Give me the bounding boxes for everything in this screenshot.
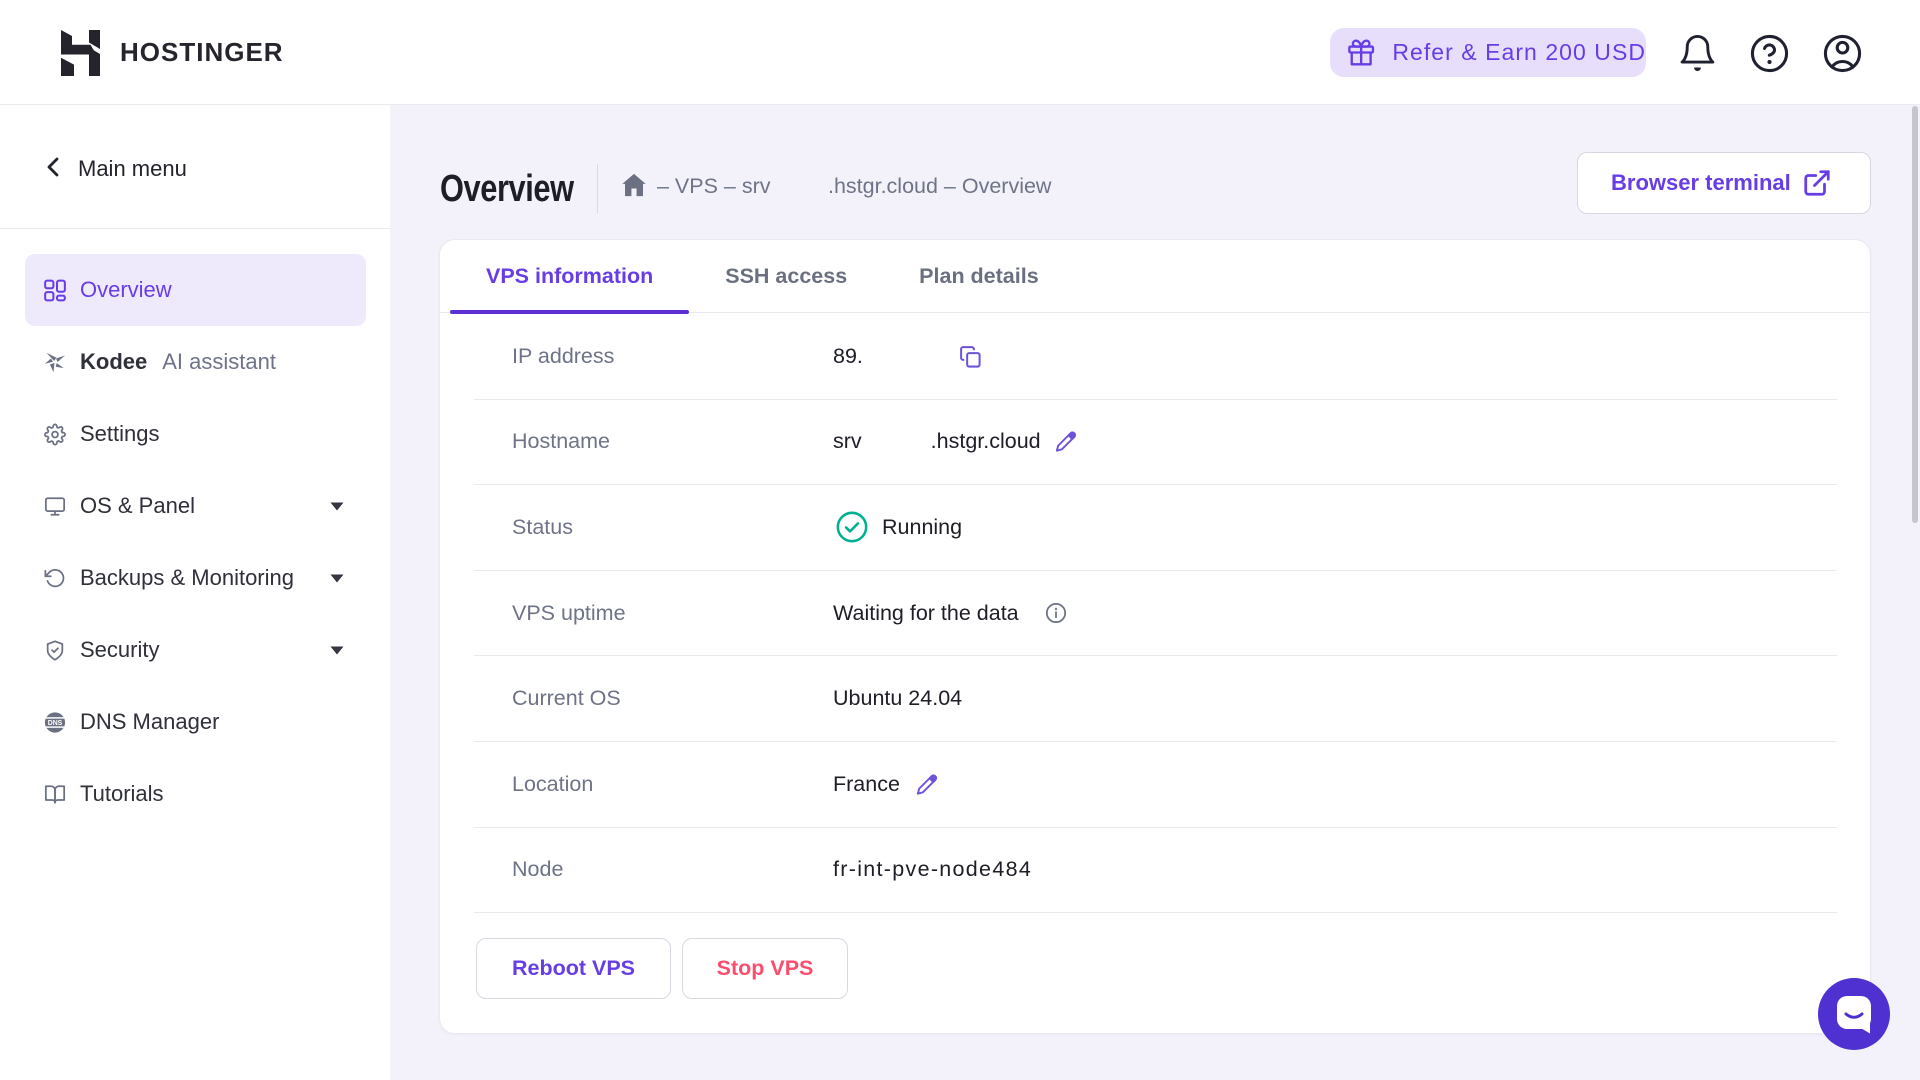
svg-text:DNS: DNS [48, 720, 63, 727]
